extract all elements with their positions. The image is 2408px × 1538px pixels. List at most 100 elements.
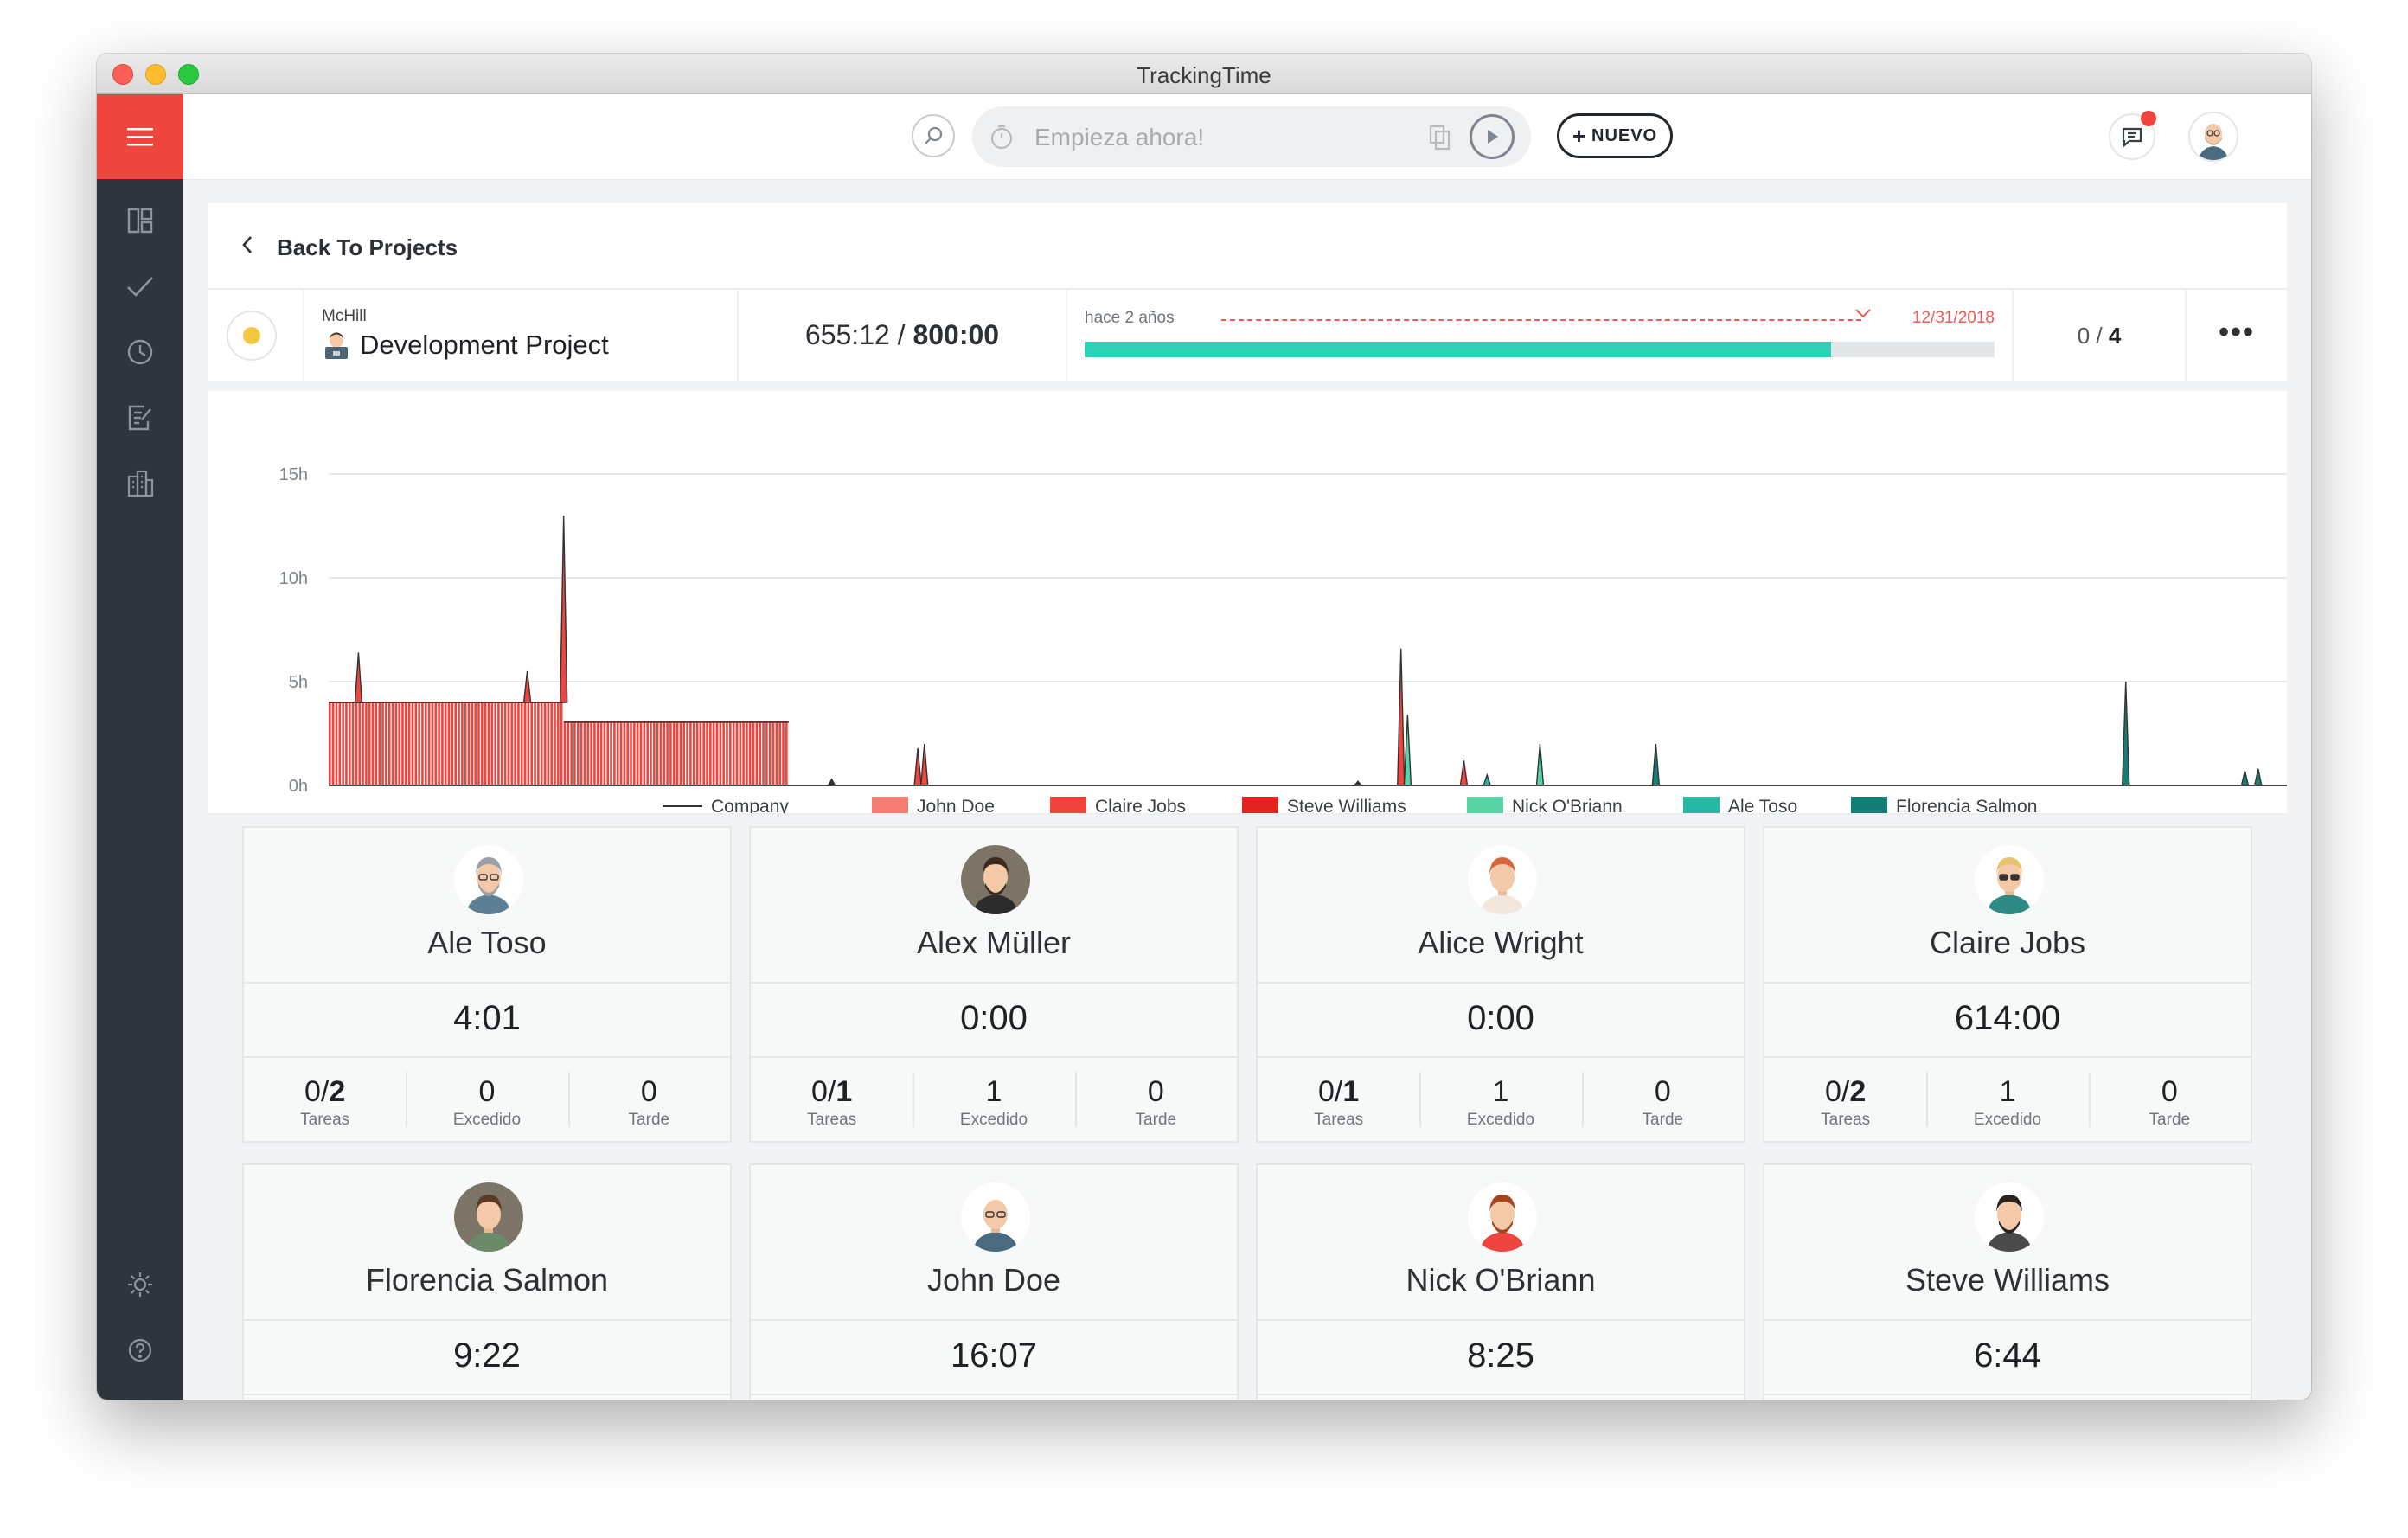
chat-icon [2122,127,2142,147]
chart-bar [487,702,490,785]
avatar-photo-woman-icon [454,1182,523,1252]
member-avatar [961,845,1030,914]
member-time: 614:00 [1954,999,2061,1037]
chart-bar [431,702,434,785]
chart-bar [358,702,362,785]
member-card[interactable]: Alice Wright 0:00 0/1 Tareas 1 Excedido 0 Tarde [1256,826,1745,1143]
chart-bar [775,721,778,785]
member-card[interactable]: Alex Müller 0:00 0/1 Tareas 1 Excedido 0 Tarde [749,826,1239,1143]
stat-late-value: 0 [2161,1075,2178,1108]
project-header: McHill Development Project 655:12 / 800:… [208,290,2287,381]
chart-bar [494,702,496,785]
search-button[interactable] [912,114,955,157]
chart-bar [778,721,782,785]
chart-bar [537,702,540,785]
chart-bar [748,721,752,785]
chart-spike [1483,772,1492,786]
nav-settings[interactable] [97,1257,183,1312]
new-button[interactable]: + NUEVO [1557,113,1673,158]
member-card[interactable]: John Doe 16:07 [749,1163,1239,1400]
tasks-separator: / [2090,323,2109,349]
hours-estimate: 800:00 [913,319,1000,350]
chart-bar [438,702,440,785]
hours-separator: / [889,319,913,350]
new-button-label: NUEVO [1591,125,1658,145]
chart-bar [484,702,487,785]
chart-bar [387,702,391,785]
chart-spike [1651,743,1661,786]
zoom-window-button[interactable] [178,64,199,85]
nav-help[interactable] [97,1323,183,1378]
chart-spike [559,515,568,703]
user-avatar[interactable] [2188,112,2238,162]
member-time: 0:00 [960,999,1028,1037]
settings-icon [128,1272,152,1297]
stat-exceeded-value: 0 [478,1075,496,1108]
chart-bar [672,721,676,785]
nav-tasks[interactable] [97,259,183,314]
chart-bar [596,721,599,785]
project-content: Back To Projects McHill Development Pr [208,203,2287,1400]
back-to-projects-link[interactable]: Back To Projects [208,203,2287,290]
start-timer-button[interactable] [1470,114,1515,159]
chart-bar [362,702,364,785]
member-card[interactable]: Steve Williams 6:44 [1763,1163,2252,1400]
member-time: 9:22 [453,1336,521,1375]
nav-companies[interactable] [97,456,183,511]
member-avatar [961,1182,1030,1252]
menu-button[interactable] [97,94,183,179]
legend-label: John Doe [917,797,995,813]
member-time: 6:44 [1974,1336,2041,1375]
stat-tasks: 0/1 Tareas [1258,1054,1419,1141]
chart-bar [567,721,570,785]
timer-input[interactable]: Empieza ahora! [972,106,1531,167]
chart-bar [414,702,418,785]
chart-bar [689,721,692,785]
member-card[interactable]: Ale Toso 4:01 0/2 Tareas 0 Excedido 0 Tarde [242,826,732,1143]
chart-bar [603,721,606,785]
nav-timesheets[interactable] [97,324,183,380]
nav-reports[interactable] [97,390,183,445]
chart-bar [666,721,669,785]
project-name-cell[interactable]: McHill Development Project [304,290,739,381]
stat-tasks-done: 0 [811,1075,828,1108]
chart-bar [656,721,659,785]
stat-tasks-done: 0 [304,1075,321,1108]
project-status-button[interactable] [227,311,277,361]
member-card[interactable]: Claire Jobs 614:00 0/2 Tareas 1 Excedido 0 Tard… [1763,826,2252,1143]
stat-late-label: Tarde [1642,1111,1684,1129]
stat-late-label: Tarde [1135,1111,1177,1129]
sidebar [97,94,183,1400]
chart-bar [590,721,592,785]
stat-tasks-total: 1 [1342,1075,1360,1108]
chart-bar [732,721,735,785]
avatar-photo-man-icon [961,845,1030,914]
more-icon: ••• [2219,316,2255,349]
stat-tasks-label: Tareas [807,1111,857,1129]
chart-bar [679,721,682,785]
chart-spike [2121,681,2130,786]
chart-bar [715,721,719,785]
member-card[interactable]: Florencia Salmon 9:22 [242,1163,732,1400]
chart-bar [477,702,480,785]
search-icon [925,126,943,144]
stat-tasks-total: 2 [329,1075,346,1108]
legend-label: Steve Williams [1287,797,1406,813]
tasks-done: 0 [2077,323,2091,349]
member-card[interactable]: Nick O'Briann 8:25 [1256,1163,1745,1400]
chart-bar [547,702,550,785]
more-options-button[interactable]: ••• [2187,290,2287,381]
member-name: Nick O'Briann [1406,1262,1596,1298]
minimize-window-button[interactable] [145,64,166,85]
member-name: Ale Toso [427,925,547,960]
legend-label: Claire Jobs [1095,797,1186,813]
chart-bar [405,702,407,785]
hamburger-icon [127,128,153,146]
legend-swatch [1242,797,1278,813]
close-window-button[interactable] [112,64,133,85]
nav-dashboard[interactable] [97,193,183,248]
notifications-button[interactable] [2109,111,2156,160]
stopwatch-icon [990,125,1013,150]
copy-icon[interactable] [1428,124,1452,151]
legend-label: Nick O'Briann [1512,797,1623,813]
